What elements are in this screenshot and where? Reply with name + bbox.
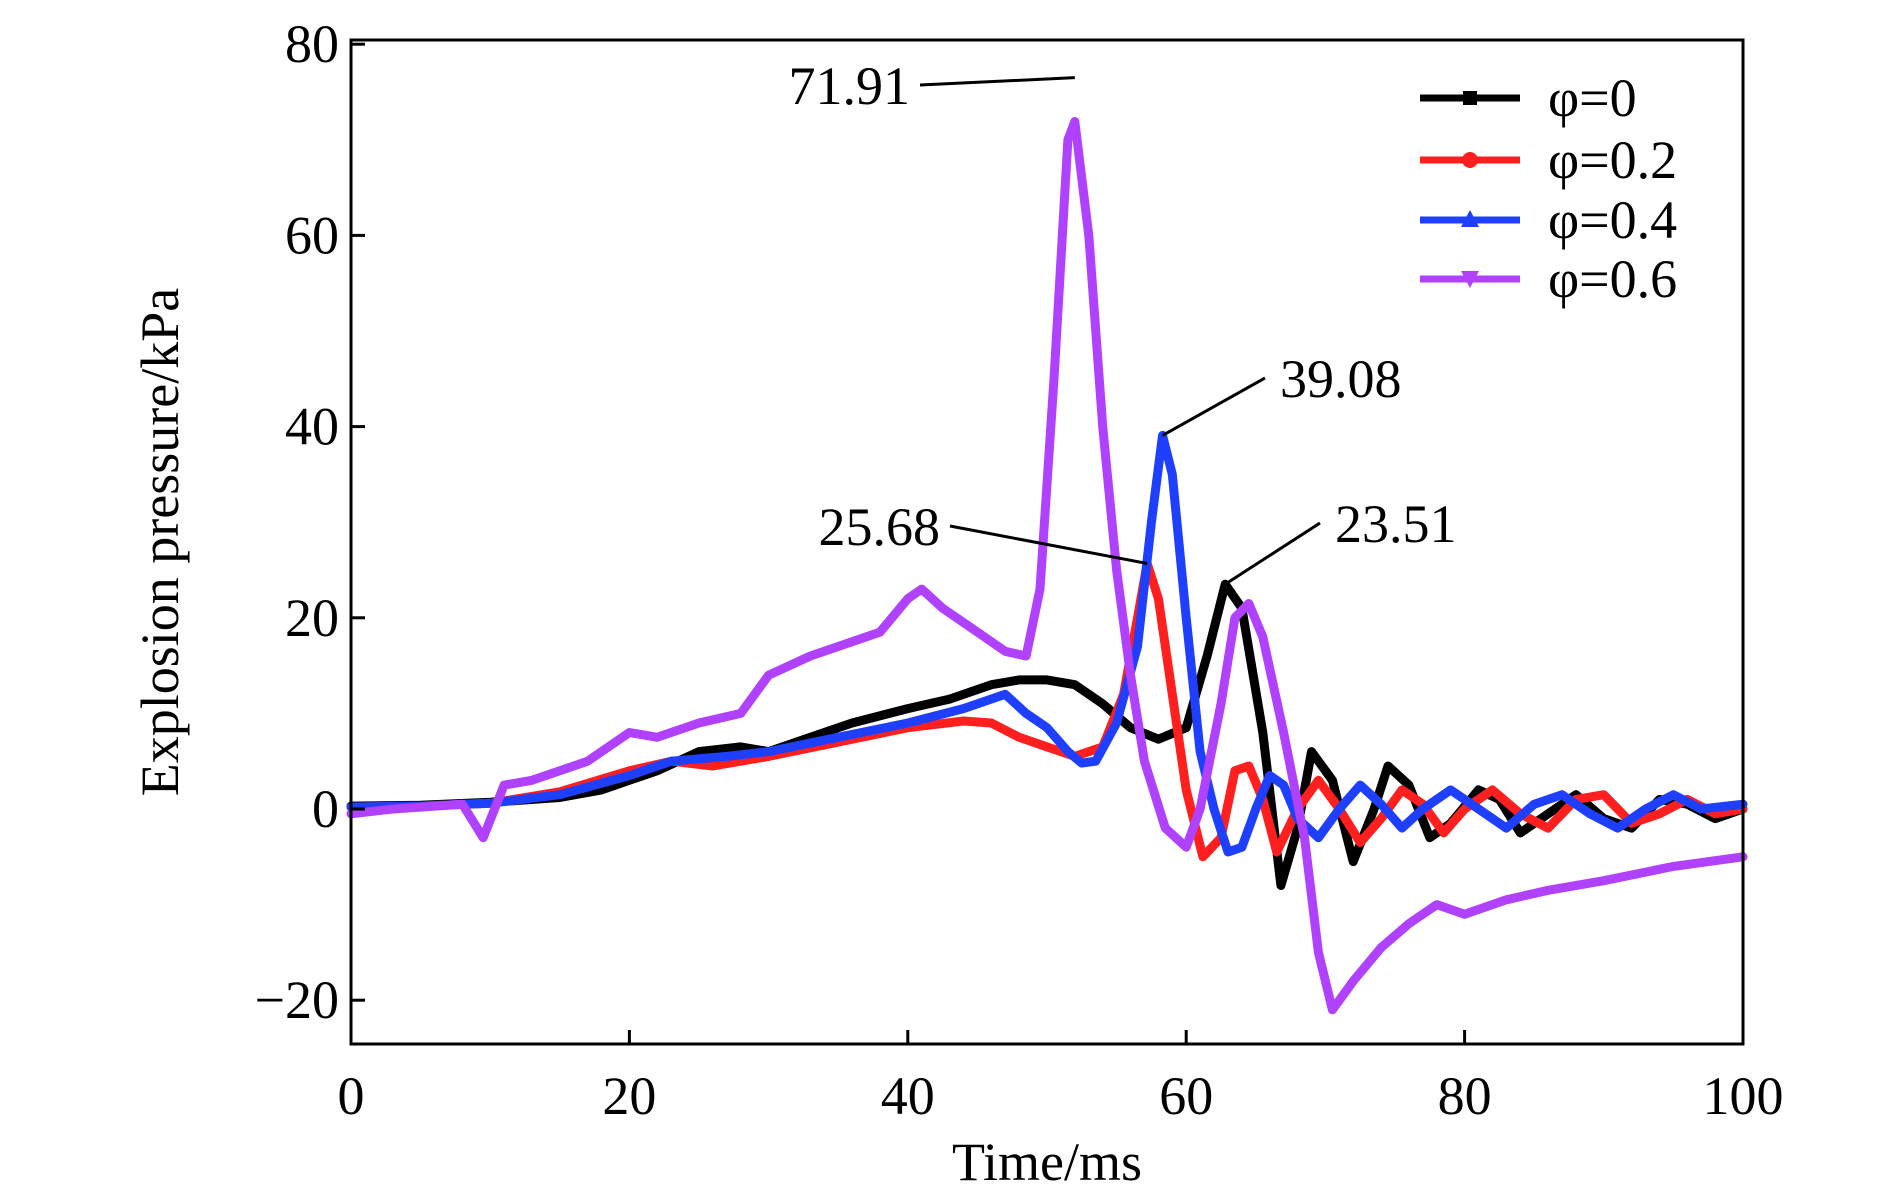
annotation-label: 23.51: [1335, 494, 1457, 554]
y-tick-label: 0: [312, 779, 339, 839]
annotation-layer: 71.91 39.08 25.68 23.51: [789, 56, 1457, 586]
x-tick-label: 0: [338, 1066, 365, 1126]
series-layer: [346, 117, 1748, 1015]
x-axis-label: Time/ms: [952, 1132, 1142, 1192]
annotation-leader: [1224, 521, 1321, 586]
annotation-leader: [1161, 376, 1266, 437]
x-tick-label: 80: [1438, 1066, 1492, 1126]
legend-label-3: φ=0.6: [1548, 249, 1677, 309]
series-line-0: [346, 579, 1748, 890]
x-tick-label: 60: [1159, 1066, 1213, 1126]
legend-label-1: φ=0.2: [1548, 130, 1677, 190]
x-tick-label: 40: [881, 1066, 935, 1126]
y-tick-label: 20: [285, 588, 339, 648]
y-axis-label: Explosion pressure/kPa: [130, 288, 190, 796]
plot-frame: [349, 38, 1745, 1046]
legend-marker-triangle-up: [1461, 210, 1479, 227]
y-tick-label: 60: [285, 205, 339, 265]
annotation-label: 25.68: [819, 497, 941, 557]
legend-label-0: φ=0: [1548, 68, 1637, 128]
legend-label-2: φ=0.4: [1548, 190, 1677, 250]
y-tick-label: −20: [255, 970, 339, 1030]
y-tick-label: 80: [285, 14, 339, 74]
y-tick-label: 40: [285, 397, 339, 457]
series-line-3: [346, 117, 1748, 1015]
annotation-label: 39.08: [1280, 349, 1402, 409]
annotation-leader: [949, 524, 1148, 565]
x-tick-label: 100: [1703, 1066, 1784, 1126]
x-tick-label: 20: [602, 1066, 656, 1126]
annotation-label: 71.91: [789, 56, 911, 116]
ticks-layer: 0 20 40 60 80 100 −20 0 20 40 60 80: [255, 14, 1784, 1126]
series-line-1: [346, 559, 1748, 862]
legend-marker-triangle-down: [1461, 271, 1479, 288]
annotation-leader: [919, 76, 1075, 87]
legend: φ=0 φ=0.2 φ=0.4 φ=0.6: [1420, 68, 1677, 309]
legend-marker-square: [1463, 91, 1477, 105]
legend-marker-circle: [1462, 152, 1478, 168]
